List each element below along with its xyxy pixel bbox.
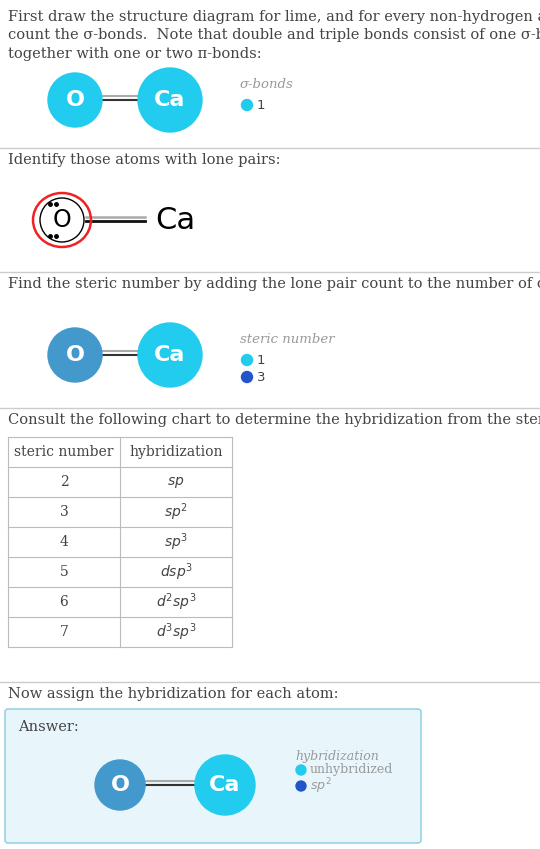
- Text: Ca: Ca: [154, 345, 186, 365]
- Text: 1: 1: [257, 98, 266, 111]
- Text: $sp$: $sp$: [167, 475, 185, 490]
- Text: Ca: Ca: [155, 205, 195, 234]
- Text: 3: 3: [257, 370, 266, 384]
- Text: $d^2sp^3$: $d^2sp^3$: [156, 591, 196, 613]
- Text: First draw the structure diagram for lime, and for every non-hydrogen atom,
coun: First draw the structure diagram for lim…: [8, 10, 540, 61]
- Text: 7: 7: [59, 625, 69, 639]
- Text: steric number: steric number: [240, 333, 335, 346]
- Circle shape: [48, 73, 102, 127]
- Circle shape: [241, 99, 253, 110]
- Text: steric number: steric number: [14, 445, 114, 459]
- Circle shape: [241, 372, 253, 383]
- Text: Consult the following chart to determine the hybridization from the steric numbe: Consult the following chart to determine…: [8, 413, 540, 427]
- Text: $sp^3$: $sp^3$: [164, 531, 188, 553]
- Text: Now assign the hybridization for each atom:: Now assign the hybridization for each at…: [8, 687, 339, 701]
- Text: $dsp^3$: $dsp^3$: [159, 561, 192, 582]
- Text: 6: 6: [59, 595, 69, 609]
- Circle shape: [48, 328, 102, 382]
- Circle shape: [241, 355, 253, 366]
- Circle shape: [296, 781, 306, 791]
- FancyBboxPatch shape: [5, 709, 421, 843]
- Text: $d^3sp^3$: $d^3sp^3$: [156, 621, 196, 643]
- Text: $sp^2$: $sp^2$: [310, 776, 332, 796]
- Text: O: O: [65, 90, 84, 110]
- Circle shape: [40, 198, 84, 242]
- Text: σ-bonds: σ-bonds: [240, 78, 294, 91]
- Text: hybridization: hybridization: [295, 750, 379, 763]
- Text: 3: 3: [59, 505, 69, 519]
- Text: 5: 5: [59, 565, 69, 579]
- Text: Identify those atoms with lone pairs:: Identify those atoms with lone pairs:: [8, 153, 280, 167]
- Text: 4: 4: [59, 535, 69, 549]
- Circle shape: [138, 323, 202, 387]
- Text: 2: 2: [59, 475, 69, 489]
- Text: Ca: Ca: [210, 775, 241, 795]
- Text: Find the steric number by adding the lone pair count to the number of σ-bonds:: Find the steric number by adding the lon…: [8, 277, 540, 291]
- Circle shape: [138, 68, 202, 132]
- Circle shape: [195, 755, 255, 815]
- Circle shape: [296, 765, 306, 775]
- Text: O: O: [52, 208, 71, 232]
- Text: O: O: [111, 775, 130, 795]
- Text: unhybridized: unhybridized: [310, 763, 393, 777]
- Circle shape: [95, 760, 145, 810]
- Text: O: O: [65, 345, 84, 365]
- Text: Answer:: Answer:: [18, 720, 79, 734]
- Text: hybridization: hybridization: [129, 445, 223, 459]
- Text: 1: 1: [257, 353, 266, 367]
- Text: Ca: Ca: [154, 90, 186, 110]
- Text: $sp^2$: $sp^2$: [164, 501, 188, 523]
